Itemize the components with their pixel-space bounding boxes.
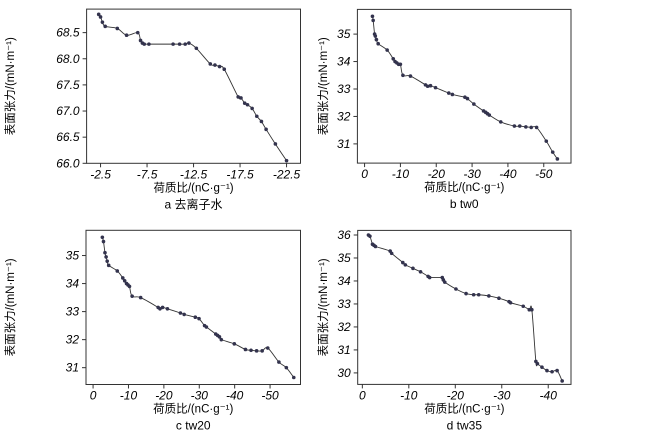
svg-text:32: 32	[337, 320, 351, 334]
svg-text:31: 31	[337, 137, 350, 151]
svg-text:表面张力/(mN·m⁻¹): 表面张力/(mN·m⁻¹)	[316, 258, 330, 356]
svg-text:-30: -30	[463, 167, 481, 181]
svg-text:34: 34	[66, 277, 80, 291]
svg-text:34: 34	[337, 55, 351, 69]
svg-text:-30: -30	[493, 388, 511, 402]
svg-text:-7.5: -7.5	[137, 167, 158, 181]
svg-text:0: 0	[90, 389, 97, 403]
svg-text:c tw20: c tw20	[176, 419, 211, 433]
svg-text:35: 35	[66, 249, 80, 263]
svg-text:68.0: 68.0	[56, 52, 80, 66]
svg-text:-10: -10	[120, 389, 138, 403]
svg-text:-30: -30	[191, 389, 209, 403]
svg-text:荷质比/(nC·g⁻¹): 荷质比/(nC·g⁻¹)	[424, 181, 504, 194]
svg-text:-12.5: -12.5	[180, 167, 208, 181]
svg-text:-20: -20	[155, 389, 173, 403]
svg-text:33: 33	[66, 305, 80, 319]
svg-text:31: 31	[66, 361, 79, 375]
svg-text:d tw35: d tw35	[447, 418, 483, 432]
svg-text:表面张力/(mN·m⁻¹): 表面张力/(mN·m⁻¹)	[3, 258, 17, 356]
svg-text:-40: -40	[226, 389, 244, 403]
svg-text:-20: -20	[428, 167, 446, 181]
svg-text:-20: -20	[447, 388, 465, 402]
svg-text:-40: -40	[499, 167, 517, 181]
svg-text:荷质比/(nC·g⁻¹): 荷质比/(nC·g⁻¹)	[424, 402, 504, 415]
svg-text:-10: -10	[392, 167, 410, 181]
svg-text:-22.5: -22.5	[273, 167, 301, 181]
svg-text:-50: -50	[535, 167, 553, 181]
svg-text:b tw0: b tw0	[450, 197, 479, 211]
svg-text:表面张力/(mN·m⁻¹): 表面张力/(mN·m⁻¹)	[316, 37, 330, 135]
svg-text:荷质比/(nC·g⁻¹): 荷质比/(nC·g⁻¹)	[153, 181, 233, 194]
svg-text:0: 0	[359, 388, 366, 402]
svg-text:表面张力/(mN·m⁻¹): 表面张力/(mN·m⁻¹)	[3, 37, 17, 135]
svg-text:30: 30	[337, 366, 351, 380]
svg-text:32: 32	[66, 333, 80, 347]
svg-text:35: 35	[337, 27, 351, 41]
svg-text:-50: -50	[261, 389, 279, 403]
svg-text:-17.5: -17.5	[226, 167, 254, 181]
svg-text:-2.5: -2.5	[90, 167, 111, 181]
svg-text:34: 34	[337, 274, 351, 288]
svg-text:-10: -10	[400, 388, 418, 402]
svg-text:36: 36	[337, 228, 351, 242]
svg-text:66.0: 66.0	[56, 156, 80, 170]
svg-text:荷质比/(nC·g⁻¹): 荷质比/(nC·g⁻¹)	[153, 403, 233, 416]
svg-text:66.5: 66.5	[56, 130, 80, 144]
svg-text:67.5: 67.5	[56, 78, 80, 92]
svg-text:a 去离子水: a 去离子水	[165, 196, 223, 211]
svg-text:32: 32	[337, 109, 351, 123]
svg-text:33: 33	[337, 297, 351, 311]
svg-text:31: 31	[337, 343, 350, 357]
svg-text:68.5: 68.5	[56, 26, 80, 40]
svg-text:67.0: 67.0	[56, 104, 80, 118]
svg-text:-40: -40	[540, 388, 558, 402]
svg-text:35: 35	[337, 251, 351, 265]
svg-text:33: 33	[337, 82, 351, 96]
svg-text:0: 0	[361, 167, 368, 181]
